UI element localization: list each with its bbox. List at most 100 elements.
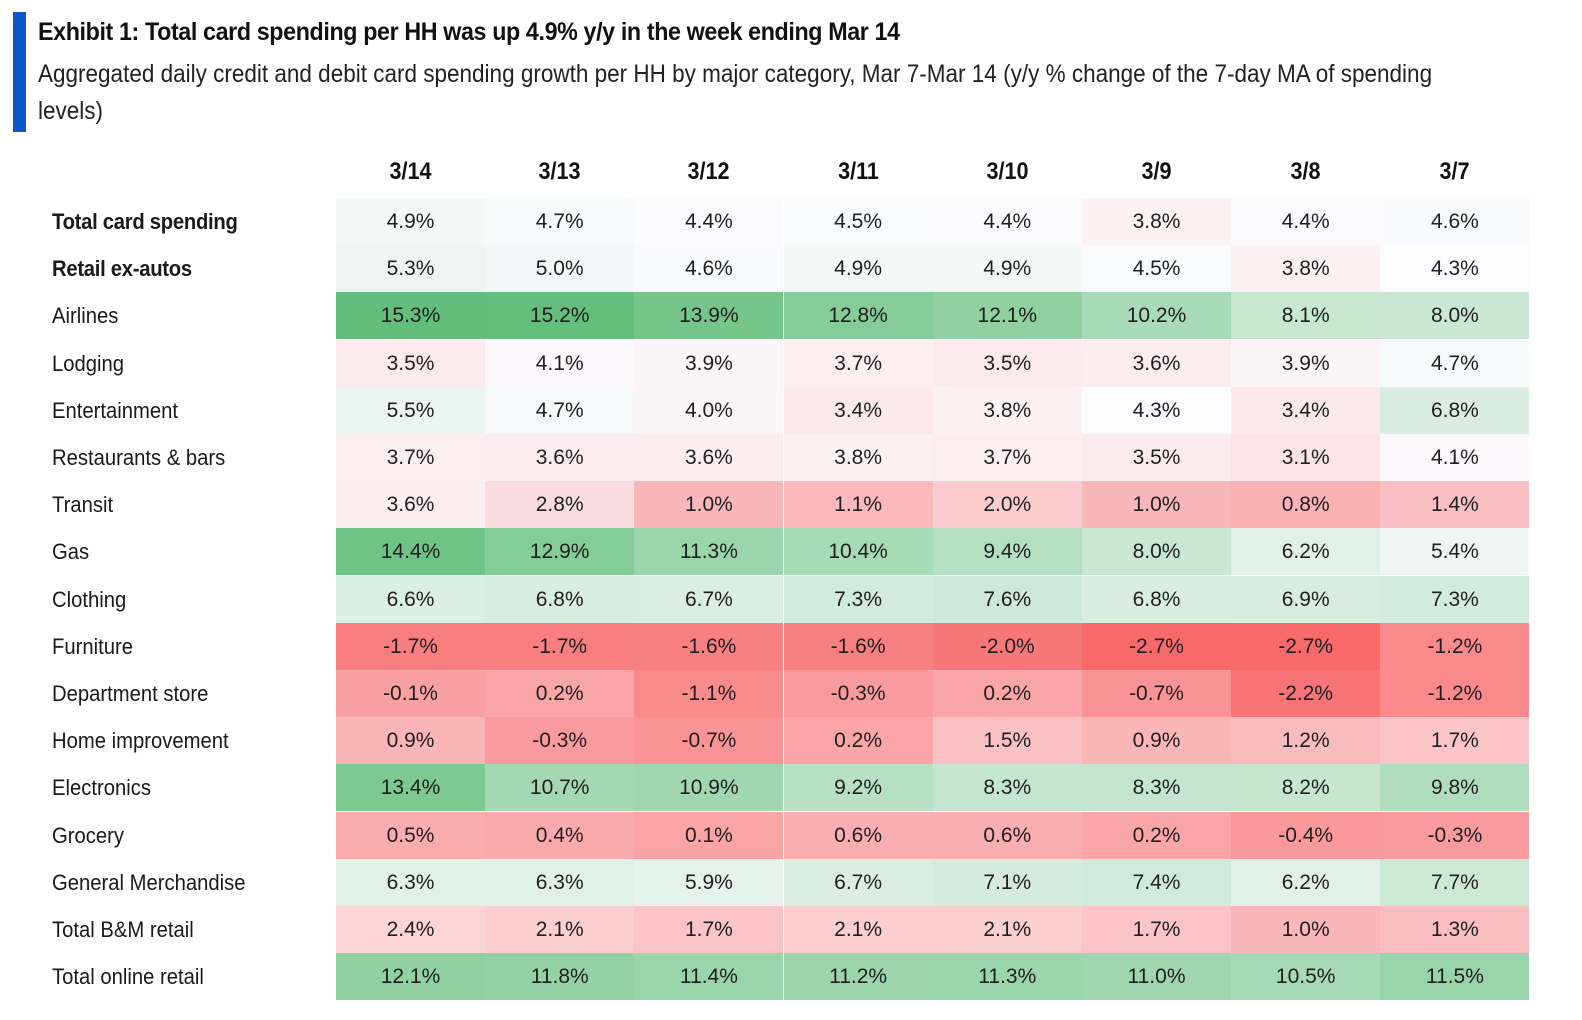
heatmap-cell: 7.3% bbox=[783, 575, 933, 623]
row-label: Restaurants & bars bbox=[52, 445, 226, 470]
heatmap-cell: 12.8% bbox=[783, 292, 933, 340]
heatmap-cell: 3.5% bbox=[336, 339, 485, 387]
heatmap-cell: 4.3% bbox=[1380, 245, 1530, 293]
heatmap-cell: 5.3% bbox=[336, 245, 485, 293]
heatmap-cell: 4.4% bbox=[634, 198, 784, 245]
heatmap-cell: 3.4% bbox=[783, 386, 933, 434]
chart-subtitle: Aggregated daily credit and debit card s… bbox=[38, 60, 1433, 125]
heatmap-cell: -2.7% bbox=[1231, 622, 1381, 670]
heatmap-row: Grocery 0.5% 0.4% 0.1% 0.6% 0.6% 0.2% -0.4% -0.3… bbox=[0, 811, 1530, 859]
heatmap-cell: 3.7% bbox=[783, 339, 933, 387]
heatmap-cell: 4.7% bbox=[485, 386, 635, 434]
heatmap-cell: 4.6% bbox=[634, 245, 784, 293]
heatmap-cell: -2.2% bbox=[1231, 670, 1381, 717]
heatmap-cell: 10.9% bbox=[634, 764, 784, 812]
heatmap-row: Clothing 6.6% 6.8% 6.7% 7.3% 7.6% 6.8% 6.9% 7.3% bbox=[0, 575, 1530, 623]
row-label: Airlines bbox=[52, 303, 119, 329]
heatmap-cell: -0.3% bbox=[1380, 811, 1530, 859]
row-label: Grocery bbox=[52, 822, 124, 848]
heatmap-cell: 4.1% bbox=[485, 339, 635, 387]
heatmap-cell: 6.2% bbox=[1231, 858, 1381, 906]
heatmap-cell: 11.4% bbox=[634, 953, 784, 1001]
heatmap-cell: 10.2% bbox=[1082, 292, 1231, 340]
heatmap-row: Restaurants & bars 3.7% 3.6% 3.6% 3.8% 3.7% 3.… bbox=[0, 434, 1530, 481]
heatmap-cell: 6.8% bbox=[1082, 575, 1231, 623]
heatmap-cell: 1.7% bbox=[1082, 906, 1231, 953]
heatmap-cell: 9.4% bbox=[932, 528, 1082, 576]
heatmap-cell: 15.2% bbox=[485, 292, 635, 340]
heatmap-cell: 4.6% bbox=[1380, 198, 1530, 245]
heatmap-cell: 7.3% bbox=[1380, 575, 1530, 623]
heatmap-cell: 8.3% bbox=[932, 764, 1082, 812]
heatmap-cell: 8.2% bbox=[1231, 764, 1381, 812]
heatmap-cell: 0.4% bbox=[485, 811, 635, 859]
heatmap-cell: 4.5% bbox=[783, 198, 933, 245]
heatmap-row: Retail ex-autos 5.3% 5.0% 4.6% 4.9% 4.9% 4.5% 3… bbox=[0, 245, 1530, 293]
heatmap-cell: 0.5% bbox=[336, 811, 485, 859]
heatmap-cell: 8.0% bbox=[1082, 528, 1231, 576]
heatmap-cell: 2.1% bbox=[485, 906, 635, 953]
heatmap-cell: -2.0% bbox=[932, 622, 1082, 670]
heatmap-cell: 5.5% bbox=[336, 386, 485, 434]
heatmap-cell: 4.9% bbox=[932, 245, 1082, 293]
heatmap-cell: 6.8% bbox=[485, 575, 635, 623]
heatmap-cell: 1.7% bbox=[634, 906, 784, 953]
heatmap-cell: 2.4% bbox=[336, 906, 485, 953]
heatmap-cell: 1.2% bbox=[1231, 717, 1381, 765]
heatmap-row: Total online retail 12.1% 11.8% 11.4% 11.2% 1… bbox=[0, 953, 1530, 1001]
heatmap-cell: -1.2% bbox=[1380, 622, 1530, 670]
heatmap-cell: -1.7% bbox=[485, 622, 635, 670]
heatmap-cell: 9.8% bbox=[1380, 764, 1530, 812]
row-label: Department store bbox=[52, 681, 209, 706]
heatmap-cell: 7.6% bbox=[932, 575, 1082, 623]
heatmap-cell: 4.7% bbox=[1380, 339, 1530, 387]
heatmap-cell: 2.1% bbox=[783, 906, 933, 953]
heatmap-cell: 3.8% bbox=[1082, 198, 1231, 245]
heatmap-cell: 2.8% bbox=[485, 481, 635, 529]
heatmap-cell: 4.9% bbox=[783, 245, 933, 293]
accent-bar bbox=[13, 12, 26, 132]
heatmap-cell: 7.1% bbox=[932, 858, 1082, 906]
heatmap-cell: -0.3% bbox=[485, 717, 635, 765]
heatmap-cell: 10.7% bbox=[485, 764, 635, 812]
heatmap-row: Lodging 3.5% 4.1% 3.9% 3.7% 3.5% 3.6% 3.9% 4.7% bbox=[0, 339, 1530, 387]
heatmap-row: Transit 3.6% 2.8% 1.0% 1.1% 2.0% 1.0% 0.8% 1.4% bbox=[0, 481, 1530, 529]
heatmap-cell: 7.7% bbox=[1380, 858, 1530, 906]
heatmap-cell: 5.9% bbox=[634, 858, 784, 906]
row-label: Entertainment bbox=[52, 397, 179, 423]
heatmap-cell: -0.7% bbox=[1082, 670, 1231, 717]
heatmap-cell: 3.9% bbox=[1231, 339, 1381, 387]
heatmap-cell: 12.1% bbox=[932, 292, 1082, 340]
heatmap-cell: 4.9% bbox=[336, 198, 485, 245]
heatmap-cell: 15.3% bbox=[336, 292, 485, 340]
heatmap-cell: 3.6% bbox=[485, 434, 635, 481]
row-label: Total B&M retail bbox=[52, 917, 194, 942]
heatmap-cell: 4.0% bbox=[634, 386, 784, 434]
heatmap-cell: 0.8% bbox=[1231, 481, 1381, 529]
heatmap-cell: 4.3% bbox=[1082, 386, 1231, 434]
column-header: 3/9 bbox=[1141, 158, 1172, 185]
heatmap-row: Airlines 15.3% 15.2% 13.9% 12.8% 12.1% 10.2% 8.… bbox=[0, 292, 1530, 340]
heatmap-cell: 11.3% bbox=[932, 953, 1082, 1001]
heatmap-cell: -1.7% bbox=[336, 622, 485, 670]
heatmap-cell: 5.4% bbox=[1380, 528, 1530, 576]
heatmap-cell: 11.5% bbox=[1380, 953, 1530, 1001]
heatmap-cell: 11.2% bbox=[783, 953, 933, 1001]
row-label: Furniture bbox=[52, 633, 134, 659]
heatmap-cell: 3.8% bbox=[1231, 245, 1381, 293]
heatmap-cell: 1.5% bbox=[932, 717, 1082, 765]
heatmap-cell: 3.6% bbox=[336, 481, 485, 529]
column-header: 3/12 bbox=[687, 158, 730, 185]
row-label: Lodging bbox=[52, 350, 125, 376]
heatmap-row: Furniture -1.7% -1.7% -1.6% -1.6% -2.0% -2.7% -… bbox=[0, 622, 1530, 670]
heatmap-row: General Merchandise 6.3% 6.3% 5.9% 6.7% 7.1% 7… bbox=[0, 858, 1530, 906]
heatmap-cell: -0.1% bbox=[336, 670, 485, 717]
heatmap-cell: -1.2% bbox=[1380, 670, 1530, 717]
heatmap-cell: 4.4% bbox=[1231, 198, 1381, 245]
heatmap-cell: 1.1% bbox=[783, 481, 933, 529]
heatmap-row: Gas 14.4% 12.9% 11.3% 10.4% 9.4% 8.0% 6.2% 5.4% bbox=[0, 528, 1530, 576]
heatmap-cell: -0.4% bbox=[1231, 811, 1381, 859]
column-header: 3/7 bbox=[1439, 158, 1470, 185]
heatmap-cell: 10.5% bbox=[1231, 953, 1381, 1001]
heatmap-cell: 1.3% bbox=[1380, 906, 1530, 953]
